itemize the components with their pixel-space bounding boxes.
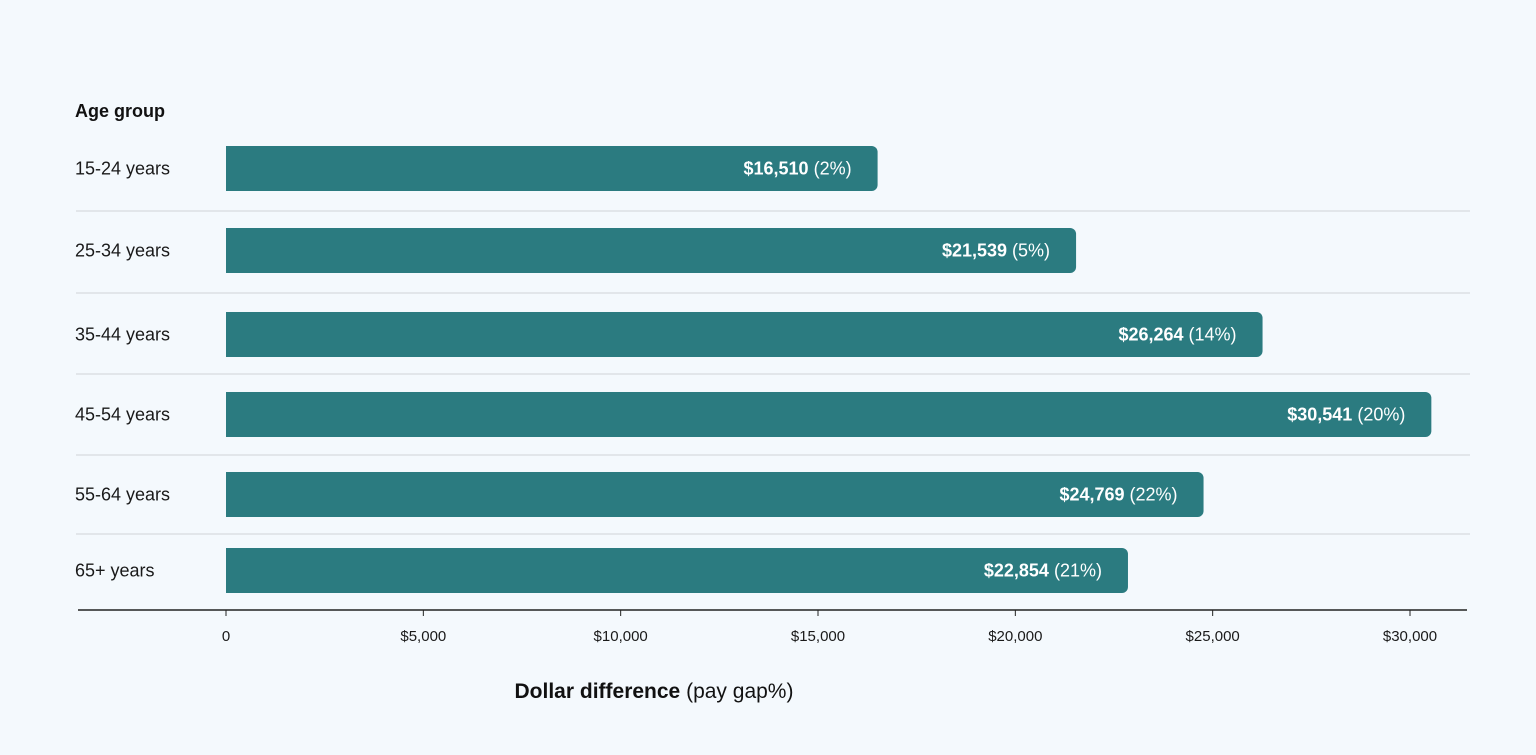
x-axis-title-main: Dollar difference (515, 680, 681, 703)
bar-pay-gap: (2%) (809, 159, 852, 179)
category-label: 15-24 years (75, 159, 170, 179)
bar-dollar-value: $26,264 (1118, 325, 1183, 345)
x-tick-label: 0 (222, 628, 230, 645)
bar (226, 228, 1077, 273)
bar-left-edge (226, 146, 236, 191)
category-label: 65+ years (75, 561, 155, 581)
bar-dollar-value: $16,510 (744, 159, 809, 179)
bar-value-label: $24,769 (22%) (1059, 485, 1177, 505)
bar-pay-gap: (5%) (1007, 241, 1050, 261)
bar-value-label: $21,539 (5%) (942, 241, 1050, 261)
category-label: 35-44 years (75, 325, 170, 345)
category-label: 45-54 years (75, 405, 170, 425)
bar (226, 392, 1432, 437)
bar-pay-gap: (14%) (1184, 325, 1237, 345)
x-axis: 0 $5,000 $10,000 $15,000 $20,000 $25,000 $30,0… (78, 609, 1467, 645)
x-tick-label: $20,000 (988, 628, 1042, 645)
bar-value-label: $30,541 (20%) (1287, 405, 1405, 425)
bar (226, 146, 878, 191)
bar-left-edge (226, 472, 236, 517)
bar-value-label: $22,854 (21%) (984, 561, 1102, 581)
x-tick-label: $30,000 (1383, 628, 1437, 645)
y-axis-title: Age group (75, 101, 165, 121)
bars-group: 15-24 years $16,510 (2%) 25-34 years $21,53… (75, 146, 1470, 593)
bar (226, 312, 1263, 357)
bar-value-label: $16,510 (2%) (744, 159, 852, 179)
x-axis-title: Dollar difference (pay gap%) (515, 680, 794, 703)
x-tick-label: $15,000 (791, 628, 845, 645)
x-tick-label: $25,000 (1186, 628, 1240, 645)
bar-dollar-value: $21,539 (942, 241, 1007, 261)
bar (226, 548, 1128, 593)
bar-pay-gap: (22%) (1125, 485, 1178, 505)
bar-left-edge (226, 548, 236, 593)
bar-pay-gap: (21%) (1049, 561, 1102, 581)
bar-pay-gap: (20%) (1352, 405, 1405, 425)
bar-dollar-value: $22,854 (984, 561, 1049, 581)
bar-left-edge (226, 312, 236, 357)
category-label: 25-34 years (75, 241, 170, 261)
x-tick-label: $5,000 (400, 628, 446, 645)
bar-dollar-value: $24,769 (1059, 485, 1124, 505)
x-tick-label: $10,000 (594, 628, 648, 645)
bar-dollar-value: $30,541 (1287, 405, 1352, 425)
bar (226, 472, 1204, 517)
x-axis-title-sub: (pay gap%) (686, 680, 793, 703)
bar-left-edge (226, 228, 236, 273)
bar-left-edge (226, 392, 236, 437)
bar-value-label: $26,264 (14%) (1118, 325, 1236, 345)
category-label: 55-64 years (75, 485, 170, 505)
